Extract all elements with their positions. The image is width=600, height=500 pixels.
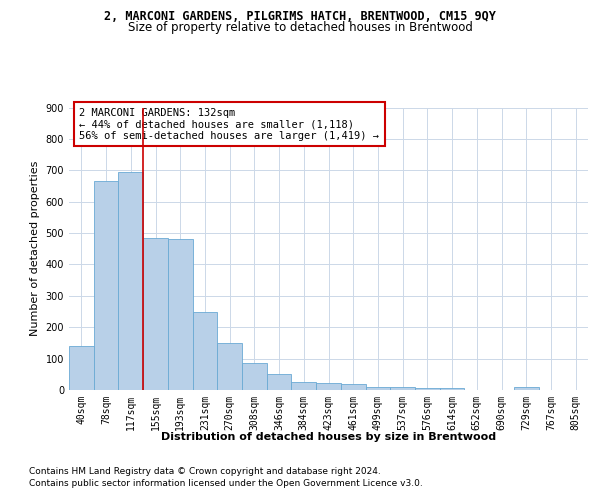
- Bar: [193, 312, 217, 390]
- Y-axis label: Number of detached properties: Number of detached properties: [30, 161, 40, 336]
- Bar: [440, 388, 464, 390]
- Bar: [415, 388, 440, 390]
- Bar: [143, 238, 168, 390]
- Bar: [168, 240, 193, 390]
- Bar: [267, 374, 292, 390]
- Bar: [242, 364, 267, 390]
- Text: 2, MARCONI GARDENS, PILGRIMS HATCH, BRENTWOOD, CM15 9QY: 2, MARCONI GARDENS, PILGRIMS HATCH, BREN…: [104, 10, 496, 23]
- Bar: [217, 343, 242, 390]
- Text: Contains HM Land Registry data © Crown copyright and database right 2024.: Contains HM Land Registry data © Crown c…: [29, 468, 380, 476]
- Bar: [94, 182, 118, 390]
- Bar: [292, 382, 316, 390]
- Text: Size of property relative to detached houses in Brentwood: Size of property relative to detached ho…: [128, 21, 472, 34]
- Bar: [118, 172, 143, 390]
- Bar: [514, 388, 539, 390]
- Bar: [316, 383, 341, 390]
- Bar: [69, 346, 94, 390]
- Text: Distribution of detached houses by size in Brentwood: Distribution of detached houses by size …: [161, 432, 496, 442]
- Bar: [341, 384, 365, 390]
- Text: Contains public sector information licensed under the Open Government Licence v3: Contains public sector information licen…: [29, 479, 422, 488]
- Text: 2 MARCONI GARDENS: 132sqm
← 44% of detached houses are smaller (1,118)
56% of se: 2 MARCONI GARDENS: 132sqm ← 44% of detac…: [79, 108, 379, 140]
- Bar: [365, 386, 390, 390]
- Bar: [390, 388, 415, 390]
